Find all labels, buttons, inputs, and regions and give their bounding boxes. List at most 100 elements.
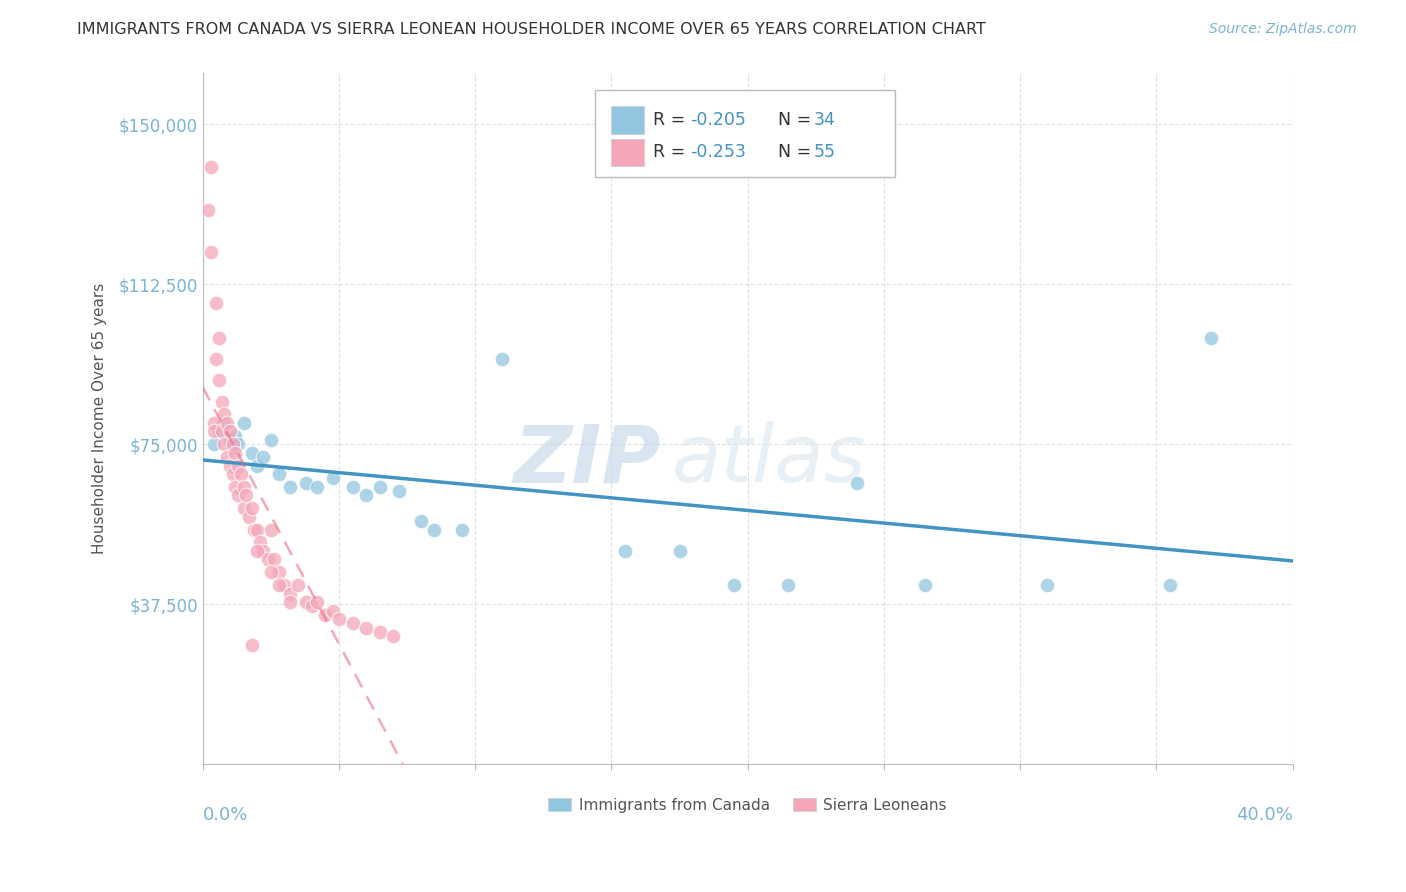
Point <box>219 458 242 473</box>
Point <box>226 437 249 451</box>
Point <box>208 425 231 439</box>
Point <box>914 578 936 592</box>
Text: IMMIGRANTS FROM CANADA VS SIERRA LEONEAN HOUSEHOLDER INCOME OVER 65 YEARS CORREL: IMMIGRANTS FROM CANADA VS SIERRA LEONEAN… <box>77 22 986 37</box>
Point <box>423 523 446 537</box>
Point <box>260 523 283 537</box>
Point <box>232 416 254 430</box>
Point <box>354 621 377 635</box>
Point <box>252 544 274 558</box>
Point <box>226 458 249 473</box>
Point <box>307 480 329 494</box>
Point <box>214 416 236 430</box>
Text: atlas: atlas <box>671 421 866 500</box>
Text: R =: R = <box>652 111 690 129</box>
Point <box>224 446 246 460</box>
Point <box>342 480 364 494</box>
Point <box>1199 330 1222 344</box>
Point <box>723 578 745 592</box>
Point <box>1159 578 1181 592</box>
Point <box>224 480 246 494</box>
FancyBboxPatch shape <box>612 106 644 134</box>
Point <box>263 552 285 566</box>
Point <box>668 544 690 558</box>
Point <box>322 471 344 485</box>
Point <box>295 475 318 490</box>
FancyBboxPatch shape <box>595 90 894 177</box>
Point <box>208 330 231 344</box>
Point <box>219 433 242 447</box>
Point <box>211 425 233 439</box>
Point <box>238 509 260 524</box>
Point <box>314 607 336 622</box>
Text: 40.0%: 40.0% <box>1236 805 1292 823</box>
Point <box>278 595 301 609</box>
Point <box>246 523 269 537</box>
Point <box>202 425 225 439</box>
Point <box>243 523 266 537</box>
Point <box>260 433 283 447</box>
Text: 0.0%: 0.0% <box>202 805 247 823</box>
Point <box>208 373 231 387</box>
Text: Source: ZipAtlas.com: Source: ZipAtlas.com <box>1209 22 1357 37</box>
Point <box>246 544 269 558</box>
Text: R =: R = <box>652 144 690 161</box>
Point <box>205 296 228 310</box>
Point <box>1036 578 1059 592</box>
Point <box>205 351 228 366</box>
Point <box>214 408 236 422</box>
Point <box>240 638 263 652</box>
Point <box>226 488 249 502</box>
Point <box>240 501 263 516</box>
Point <box>221 467 243 482</box>
Point <box>221 442 243 456</box>
Point <box>202 437 225 451</box>
Text: N =: N = <box>768 111 817 129</box>
Point <box>778 578 800 592</box>
Point <box>322 604 344 618</box>
Point <box>301 599 323 614</box>
Point <box>221 437 243 451</box>
Text: 34: 34 <box>814 111 837 129</box>
Point <box>219 425 242 439</box>
Point <box>217 450 239 464</box>
Point <box>197 202 219 217</box>
Point <box>368 480 391 494</box>
Point <box>257 552 280 566</box>
Point <box>368 625 391 640</box>
Point <box>614 544 637 558</box>
Y-axis label: Householder Income Over 65 years: Householder Income Over 65 years <box>93 283 107 554</box>
Point <box>307 595 329 609</box>
Point <box>295 595 318 609</box>
Point <box>260 566 283 580</box>
Point <box>232 501 254 516</box>
Legend: Immigrants from Canada, Sierra Leoneans: Immigrants from Canada, Sierra Leoneans <box>543 791 953 819</box>
Point <box>278 480 301 494</box>
Point <box>252 450 274 464</box>
FancyBboxPatch shape <box>612 138 644 166</box>
Point <box>491 351 513 366</box>
Point <box>278 586 301 600</box>
Point <box>342 616 364 631</box>
Point <box>409 514 432 528</box>
Point <box>202 416 225 430</box>
Point <box>382 629 405 643</box>
Point <box>249 535 271 549</box>
Point <box>328 612 350 626</box>
Point <box>273 578 295 592</box>
Point <box>224 428 246 442</box>
Point <box>354 488 377 502</box>
Text: -0.205: -0.205 <box>690 111 745 129</box>
Point <box>211 394 233 409</box>
Point <box>450 523 472 537</box>
Point <box>267 566 290 580</box>
Point <box>845 475 868 490</box>
Point <box>240 446 263 460</box>
Point <box>217 416 239 430</box>
Point <box>235 488 257 502</box>
Text: 55: 55 <box>814 144 837 161</box>
Text: N =: N = <box>768 144 817 161</box>
Point <box>214 437 236 451</box>
Point <box>287 578 309 592</box>
Point <box>229 467 252 482</box>
Point <box>388 484 411 499</box>
